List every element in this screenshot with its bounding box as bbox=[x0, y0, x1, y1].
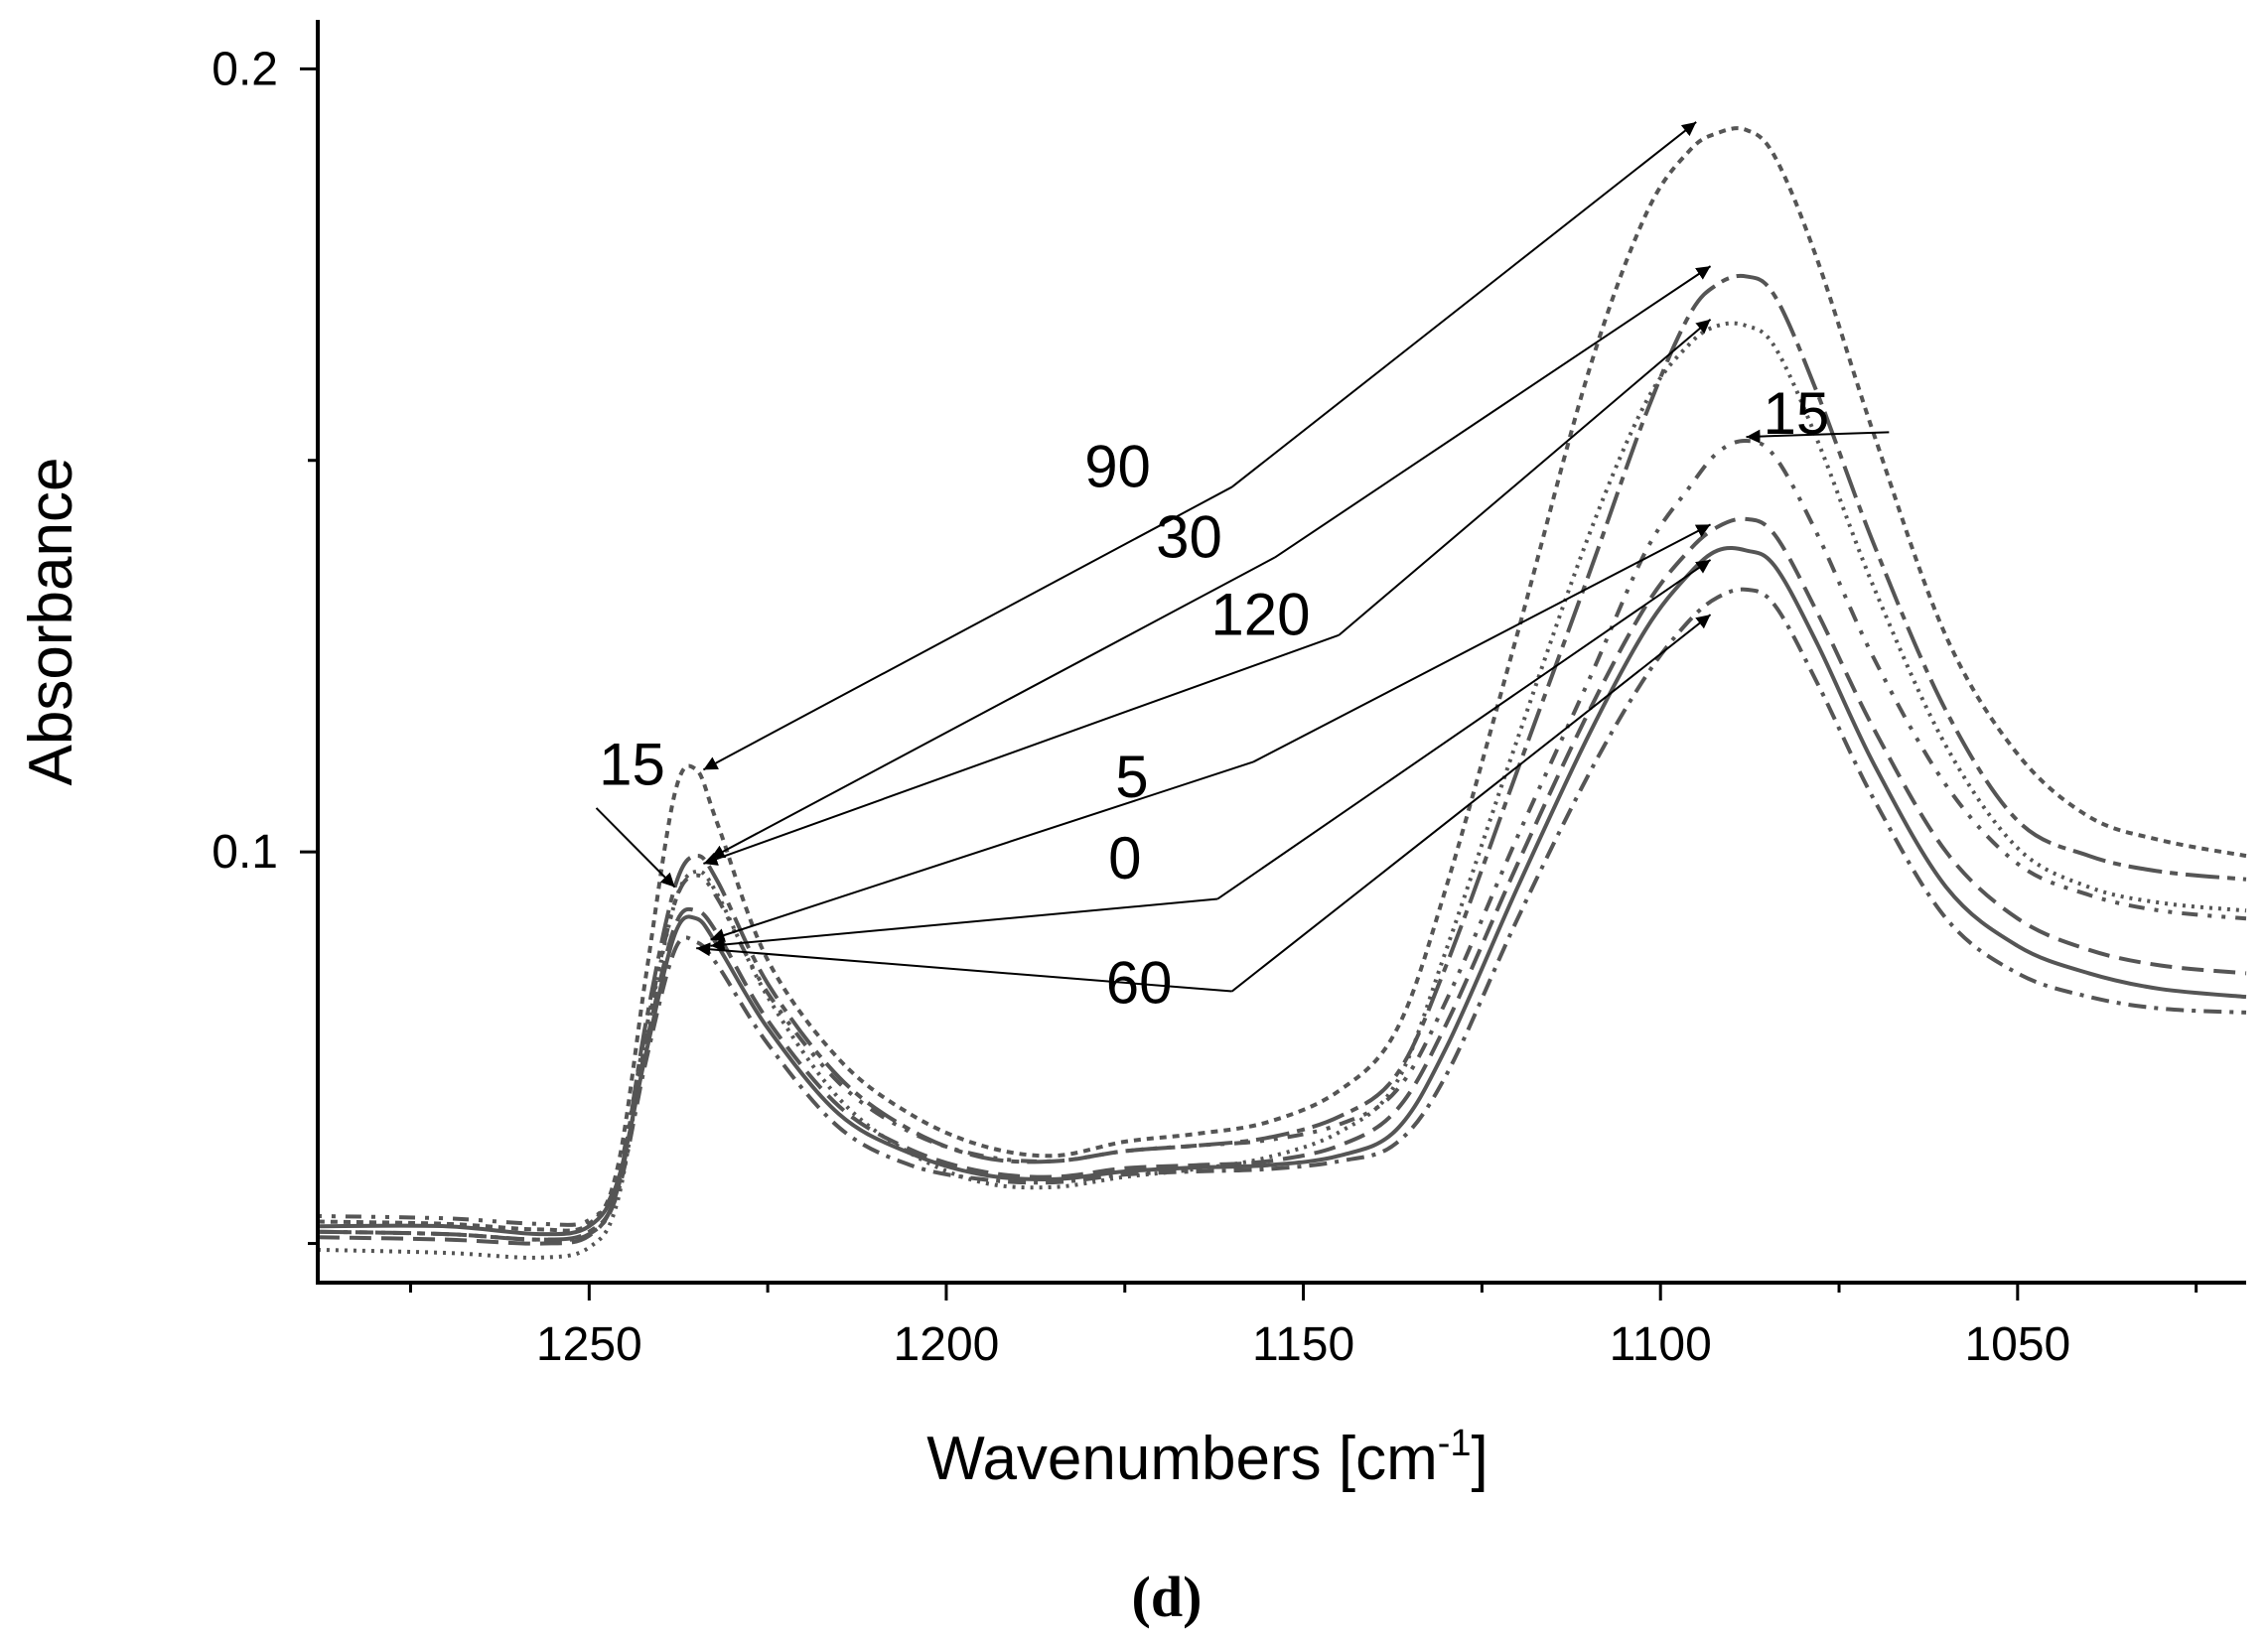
series-line-120-6 bbox=[317, 321, 2247, 1260]
annotation-arrow-15 bbox=[1746, 429, 1890, 444]
annotation-arrow-120-secondary bbox=[703, 633, 1340, 866]
annotation-arrow-0 bbox=[1216, 559, 1712, 900]
annotation-arrow-90 bbox=[1231, 121, 1697, 488]
annotation-label-120: 120 bbox=[1210, 582, 1310, 648]
annotation-arrow-90-secondary bbox=[702, 485, 1233, 771]
x-axis-label-superscript: -1 bbox=[1438, 1423, 1472, 1464]
annotation-arrow-60-secondary bbox=[696, 942, 1232, 993]
series-line-0-0 bbox=[317, 545, 2247, 1237]
annotation-label-5: 5 bbox=[1115, 744, 1148, 810]
x-axis-label-end: ] bbox=[1472, 1425, 1488, 1493]
annotation-arrow-5-secondary bbox=[710, 760, 1254, 942]
figure-caption: (d) bbox=[1132, 1565, 1203, 1629]
series-line-30-3 bbox=[317, 273, 2247, 1242]
y-tick-label: 0.2 bbox=[212, 43, 278, 95]
annotation-label-0: 0 bbox=[1108, 825, 1141, 891]
series-layer bbox=[317, 126, 2247, 1260]
x-tick-label: 1250 bbox=[536, 1318, 642, 1371]
x-tick-label: 1200 bbox=[894, 1318, 1000, 1371]
series-line-60-4 bbox=[317, 587, 2247, 1242]
x-tick-label: 1150 bbox=[1252, 1318, 1354, 1371]
series-line-90-5 bbox=[317, 126, 2247, 1233]
annotation-arrow-30-secondary bbox=[710, 556, 1276, 860]
annotation-arrow-15 bbox=[595, 807, 676, 889]
x-axis-label: Wavenumbers [cm-1] bbox=[926, 1423, 1488, 1493]
x-axis-label-main: Wavenumbers [cm bbox=[926, 1425, 1438, 1493]
x-tick-label: 1050 bbox=[1964, 1318, 2070, 1371]
annotation-label-90: 90 bbox=[1084, 434, 1151, 500]
annotation-arrow-120 bbox=[1338, 318, 1712, 636]
x-tick-label: 1100 bbox=[1610, 1318, 1712, 1371]
annotation-label-15: 15 bbox=[599, 731, 665, 797]
series-line-15-2 bbox=[317, 438, 2247, 1227]
annotation-arrow-0-secondary bbox=[710, 897, 1218, 952]
annotation-label-30: 30 bbox=[1156, 504, 1222, 571]
annotation-arrow-60 bbox=[1231, 614, 1712, 993]
annotation-arrow-30 bbox=[1274, 265, 1712, 559]
y-axis-label: Absorbance bbox=[17, 458, 85, 786]
series-line-5-1 bbox=[317, 516, 2247, 1246]
y-tick-label: 0.1 bbox=[212, 826, 278, 879]
annotation-arrow-5 bbox=[1252, 523, 1712, 763]
